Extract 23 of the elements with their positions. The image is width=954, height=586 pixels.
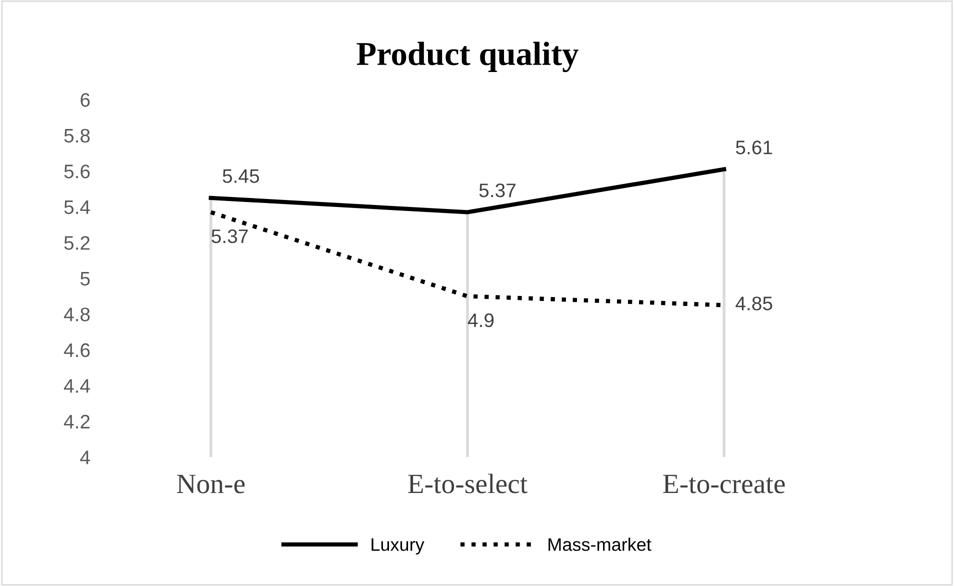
y-tick-label: 4.6 xyxy=(64,343,90,358)
y-tick-label: 4.8 xyxy=(64,308,90,322)
y-tick-label: 5.8 xyxy=(64,128,90,143)
legend-label: Luxury xyxy=(372,538,424,555)
chart-title: Product quality xyxy=(356,42,578,72)
y-tick-label: 5 xyxy=(80,272,90,286)
y-tick-label: 5.2 xyxy=(64,236,90,250)
y-tick-label: 6 xyxy=(80,93,90,107)
y-tick-label: 4.2 xyxy=(64,414,90,428)
y-tick-label: 5.6 xyxy=(64,164,90,178)
y-tick-label: 5.4 xyxy=(64,200,90,214)
data-label: 5.61 xyxy=(736,140,772,154)
y-tick-label: 4.4 xyxy=(64,379,90,393)
data-label: 4.9 xyxy=(468,313,494,328)
data-label: 5.37 xyxy=(479,183,516,198)
y-tick-label: 4 xyxy=(80,450,90,464)
x-tick-label: E-to-select xyxy=(408,474,528,494)
data-label: 5.37 xyxy=(212,229,248,244)
x-tick-label: E-to-create xyxy=(663,474,785,494)
data-label: 4.85 xyxy=(736,296,772,310)
data-label: 5.45 xyxy=(222,169,260,183)
legend-label: Mass-market xyxy=(548,538,652,551)
x-tick-label: Non-e xyxy=(176,474,245,494)
